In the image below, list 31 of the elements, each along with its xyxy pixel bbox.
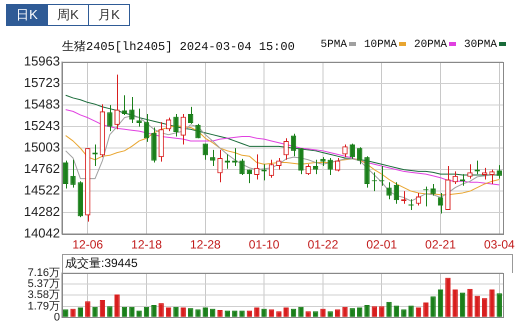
y-tick-label: 1.79万 — [28, 300, 60, 312]
y-tick-label: 14042 — [24, 226, 60, 241]
y-tick-label: 15723 — [24, 74, 60, 90]
y-tick-label: 5.37万 — [28, 278, 60, 290]
y-tick-label: 15963 — [24, 53, 60, 68]
chart-title: 生猪2405[lh2405] 2024-03-04 15:00 — [62, 39, 295, 55]
y-tick-label: 7.16万 — [28, 267, 60, 280]
chart-title: 成交量:39445 — [62, 254, 513, 273]
x-tick-label: 01-10 — [248, 238, 280, 252]
x-tick-label: 12-18 — [131, 238, 162, 252]
y-tick-label: 15243 — [24, 118, 60, 133]
x-tick-label: 01-22 — [308, 238, 339, 252]
y-tick-label: 3.58万 — [28, 289, 60, 302]
x-tick-label: 03-04 — [484, 238, 515, 252]
legend-label: 30PMA — [464, 39, 497, 51]
text: 月K — [89, 5, 129, 25]
y-tick-label: 14522 — [24, 182, 60, 198]
text: 周K — [48, 5, 89, 25]
x-tick-label: 12-28 — [190, 238, 221, 252]
x-tick-label: 02-01 — [366, 238, 398, 252]
legend-label: 20PMA — [414, 39, 447, 51]
y-tick-label: 0 — [54, 311, 60, 324]
x-tick-label: 02-21 — [425, 238, 456, 252]
y-tick-label: 15483 — [24, 96, 60, 112]
x-tick-label: 12-06 — [72, 238, 104, 252]
legend-label: 5PMA — [320, 39, 347, 51]
y-tick-label: 14282 — [24, 204, 60, 220]
legend-label: 10PMA — [364, 39, 397, 51]
y-tick-label: 15003 — [24, 139, 60, 154]
y-tick-label: 14762 — [24, 161, 60, 176]
text: 日K — [7, 5, 48, 25]
